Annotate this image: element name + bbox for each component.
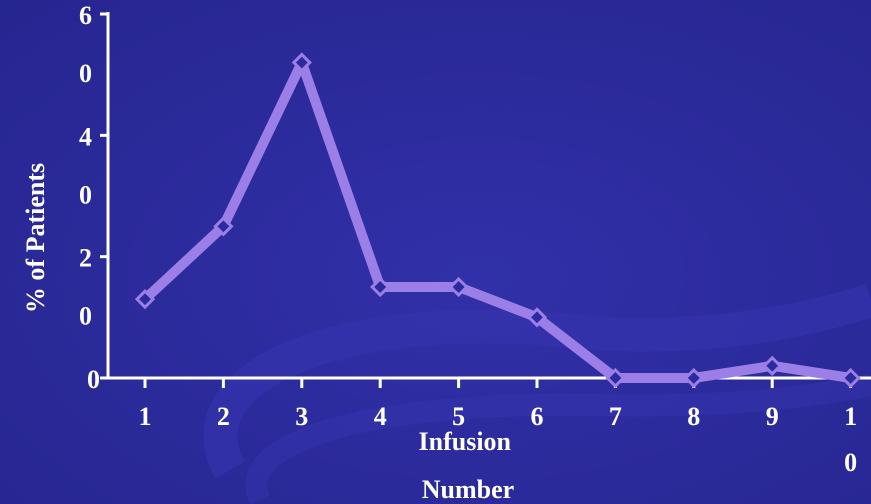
y-axis-label: % of Patients [21,163,50,313]
data-point [840,367,861,389]
x-axis-label-line-1: Infusion [419,427,512,456]
background-swoosh [203,283,871,479]
data-point [213,216,234,237]
data-point [448,276,469,298]
x-tick-label: 3 [295,402,308,431]
x-tick-label: 2 [217,402,230,431]
y-tick-label: 0 [87,365,100,394]
x-tick-label: 5 [452,402,465,431]
x-tick-label: 9 [766,402,779,431]
data-point [762,355,783,376]
series-line-group [134,52,861,389]
x-axis-label-line-2: Number [422,475,514,504]
data-point [370,276,391,298]
data-point [605,367,626,389]
data-point [134,289,156,310]
x-tick-label: 8 [687,402,700,431]
x-axis-label: Infusion Number [419,427,518,504]
x-tick-label: 7 [609,402,622,431]
y-ticks: 0 2 0 4 0 6 0 [79,1,108,394]
series-line [140,57,856,383]
data-point [291,52,312,73]
background-swoosh-2 [245,374,871,504]
x-tick-label: 4 [374,402,387,431]
data-point [526,307,548,328]
x-tick-label: 6 [531,402,544,431]
x-tick-label: 1 [139,402,152,431]
data-point [683,367,704,389]
